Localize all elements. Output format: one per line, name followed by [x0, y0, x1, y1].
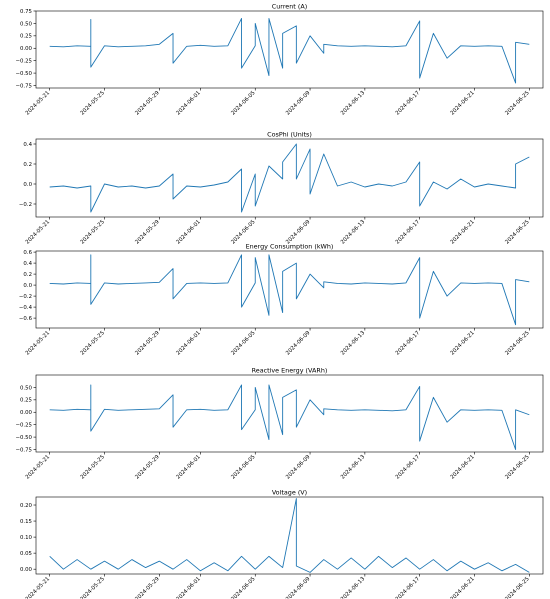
subplot-4: Reactive Energy (VARh) 0.50 0.25 0.00 −0.25 −… [15, 367, 544, 481]
x-tick-label: 2024-05-21 [25, 219, 51, 245]
y-tick-label: −0.75 [15, 447, 32, 453]
y-tick-label: 0.00 [20, 567, 33, 573]
x-tick-label: 2024-06-17 [395, 454, 421, 480]
x-tick-label: 2024-05-29 [134, 576, 161, 599]
x-tick-label: 2024-06-05 [230, 90, 256, 116]
x-tick-label: 2024-06-17 [395, 219, 421, 245]
y-tick-label: 0.50 [20, 385, 33, 391]
subplot-1: Current (A) 0.75 0.50 0.25 0.00 −0.25 −0.50 −0.… [15, 3, 544, 117]
x-tick-label: 2024-06-13 [340, 576, 366, 599]
x-tick-label: 2024-05-21 [25, 330, 51, 356]
x-tick-label: 2024-06-09 [285, 576, 312, 599]
x-tick-label: 2024-06-01 [175, 219, 201, 245]
x-tick-label: 2024-06-13 [340, 330, 366, 356]
y-tick-label: 0.00 [20, 46, 33, 52]
x-tick-label: 2024-05-29 [134, 219, 161, 246]
y-tick-label: −0.25 [15, 59, 32, 65]
y-tick-label: 0.0 [23, 182, 32, 188]
plot-frame [35, 138, 544, 218]
x-tick-label: 2024-06-21 [450, 219, 476, 245]
x-tick-label: 2024-06-13 [340, 90, 366, 116]
y-tick-label: −0.2 [19, 202, 32, 208]
y-tick-label: −0.75 [15, 83, 32, 89]
series-line [49, 498, 530, 573]
y-tick-label: 0.50 [20, 21, 33, 27]
y-tick-label: 0.2 [23, 162, 32, 168]
plot-frame [35, 250, 544, 329]
plot-frame [35, 374, 544, 453]
series-line [49, 254, 530, 326]
x-tick-label: 2024-05-29 [134, 330, 161, 357]
x-tick-label: 2024-06-21 [450, 330, 476, 356]
x-tick-label: 2024-06-25 [504, 90, 530, 116]
subplot-2: CosPhi (Units) 0.4 0.2 0.0 −0.2 2024-05-21 202… [19, 131, 544, 246]
x-tick-label: 2024-05-25 [80, 90, 106, 116]
y-tick-label: 0.75 [20, 9, 32, 15]
subplot-title: Reactive Energy (VARh) [252, 367, 328, 375]
x-tick-label: 2024-06-13 [340, 454, 366, 480]
x-tick-label: 2024-06-01 [175, 454, 201, 480]
x-tick-label: 2024-06-13 [340, 219, 366, 245]
y-tick-label: −0.6 [19, 316, 33, 322]
y-tick-label: 0.10 [20, 535, 33, 541]
y-tick-label: 0.25 [20, 34, 32, 40]
y-tick-label: 0.15 [20, 519, 32, 525]
series-line [49, 384, 530, 450]
x-tick-label: 2024-05-25 [80, 219, 106, 245]
y-tick-label: −0.25 [15, 423, 32, 429]
subplot-5: Voltage (V) 0.20 0.15 0.10 0.05 0.00 2024-05-2… [20, 489, 544, 599]
x-tick-label: 2024-06-17 [395, 330, 421, 356]
x-tick-label: 2024-05-29 [134, 454, 161, 481]
x-tick-label: 2024-06-05 [230, 330, 256, 356]
y-tick-label: −0.50 [15, 435, 32, 441]
y-tick-label: 0.05 [20, 551, 32, 557]
x-tick-label: 2024-06-05 [230, 454, 256, 480]
x-tick-label: 2024-05-21 [25, 576, 51, 599]
plot-frame [35, 10, 544, 89]
x-tick-label: 2024-05-25 [80, 576, 106, 599]
x-tick-label: 2024-05-21 [25, 454, 51, 480]
y-tick-label: 0.0 [23, 283, 32, 289]
x-tick-label: 2024-06-17 [395, 90, 421, 116]
x-tick-label: 2024-05-29 [134, 90, 161, 117]
y-tick-label: −0.4 [19, 305, 33, 311]
x-tick-label: 2024-06-25 [504, 454, 530, 480]
y-tick-label: 0.00 [20, 410, 33, 416]
x-tick-label: 2024-06-01 [175, 576, 201, 599]
subplot-title: Voltage (V) [272, 489, 307, 497]
y-tick-label: 0.2 [23, 272, 32, 278]
plot-frame [35, 496, 544, 575]
series-line [49, 143, 530, 213]
x-tick-label: 2024-06-05 [230, 576, 256, 599]
x-tick-label: 2024-06-25 [504, 576, 530, 599]
x-tick-label: 2024-06-25 [504, 330, 530, 356]
subplot-3: Energy Consumption (kWh) 0.6 0.4 0.2 0.0 −0.2… [19, 243, 544, 357]
x-tick-label: 2024-05-25 [80, 330, 106, 356]
x-tick-label: 2024-06-21 [450, 576, 476, 599]
x-tick-label: 2024-06-25 [504, 219, 530, 245]
y-tick-label: −0.2 [19, 294, 32, 300]
subplot-title: CosPhi (Units) [267, 131, 312, 139]
y-tick-label: 0.25 [20, 398, 32, 404]
x-tick-label: 2024-05-25 [80, 454, 106, 480]
x-tick-label: 2024-05-21 [25, 90, 51, 116]
y-tick-label: 0.4 [23, 142, 32, 148]
subplot-title: Current (A) [272, 3, 307, 11]
y-tick-label: −0.50 [15, 71, 32, 77]
x-tick-label: 2024-06-09 [285, 90, 312, 117]
x-tick-label: 2024-06-21 [450, 90, 476, 116]
x-tick-label: 2024-06-09 [285, 330, 312, 357]
x-tick-label: 2024-06-17 [395, 576, 421, 599]
x-tick-label: 2024-06-01 [175, 90, 201, 116]
x-tick-label: 2024-06-01 [175, 330, 201, 356]
series-line [49, 18, 530, 84]
y-tick-label: 0.6 [23, 250, 32, 256]
subplot-title: Energy Consumption (kWh) [246, 243, 334, 251]
x-tick-label: 2024-06-09 [285, 454, 312, 481]
x-tick-label: 2024-06-21 [450, 454, 476, 480]
y-tick-label: 0.4 [23, 261, 32, 267]
y-tick-label: 0.20 [20, 503, 33, 509]
